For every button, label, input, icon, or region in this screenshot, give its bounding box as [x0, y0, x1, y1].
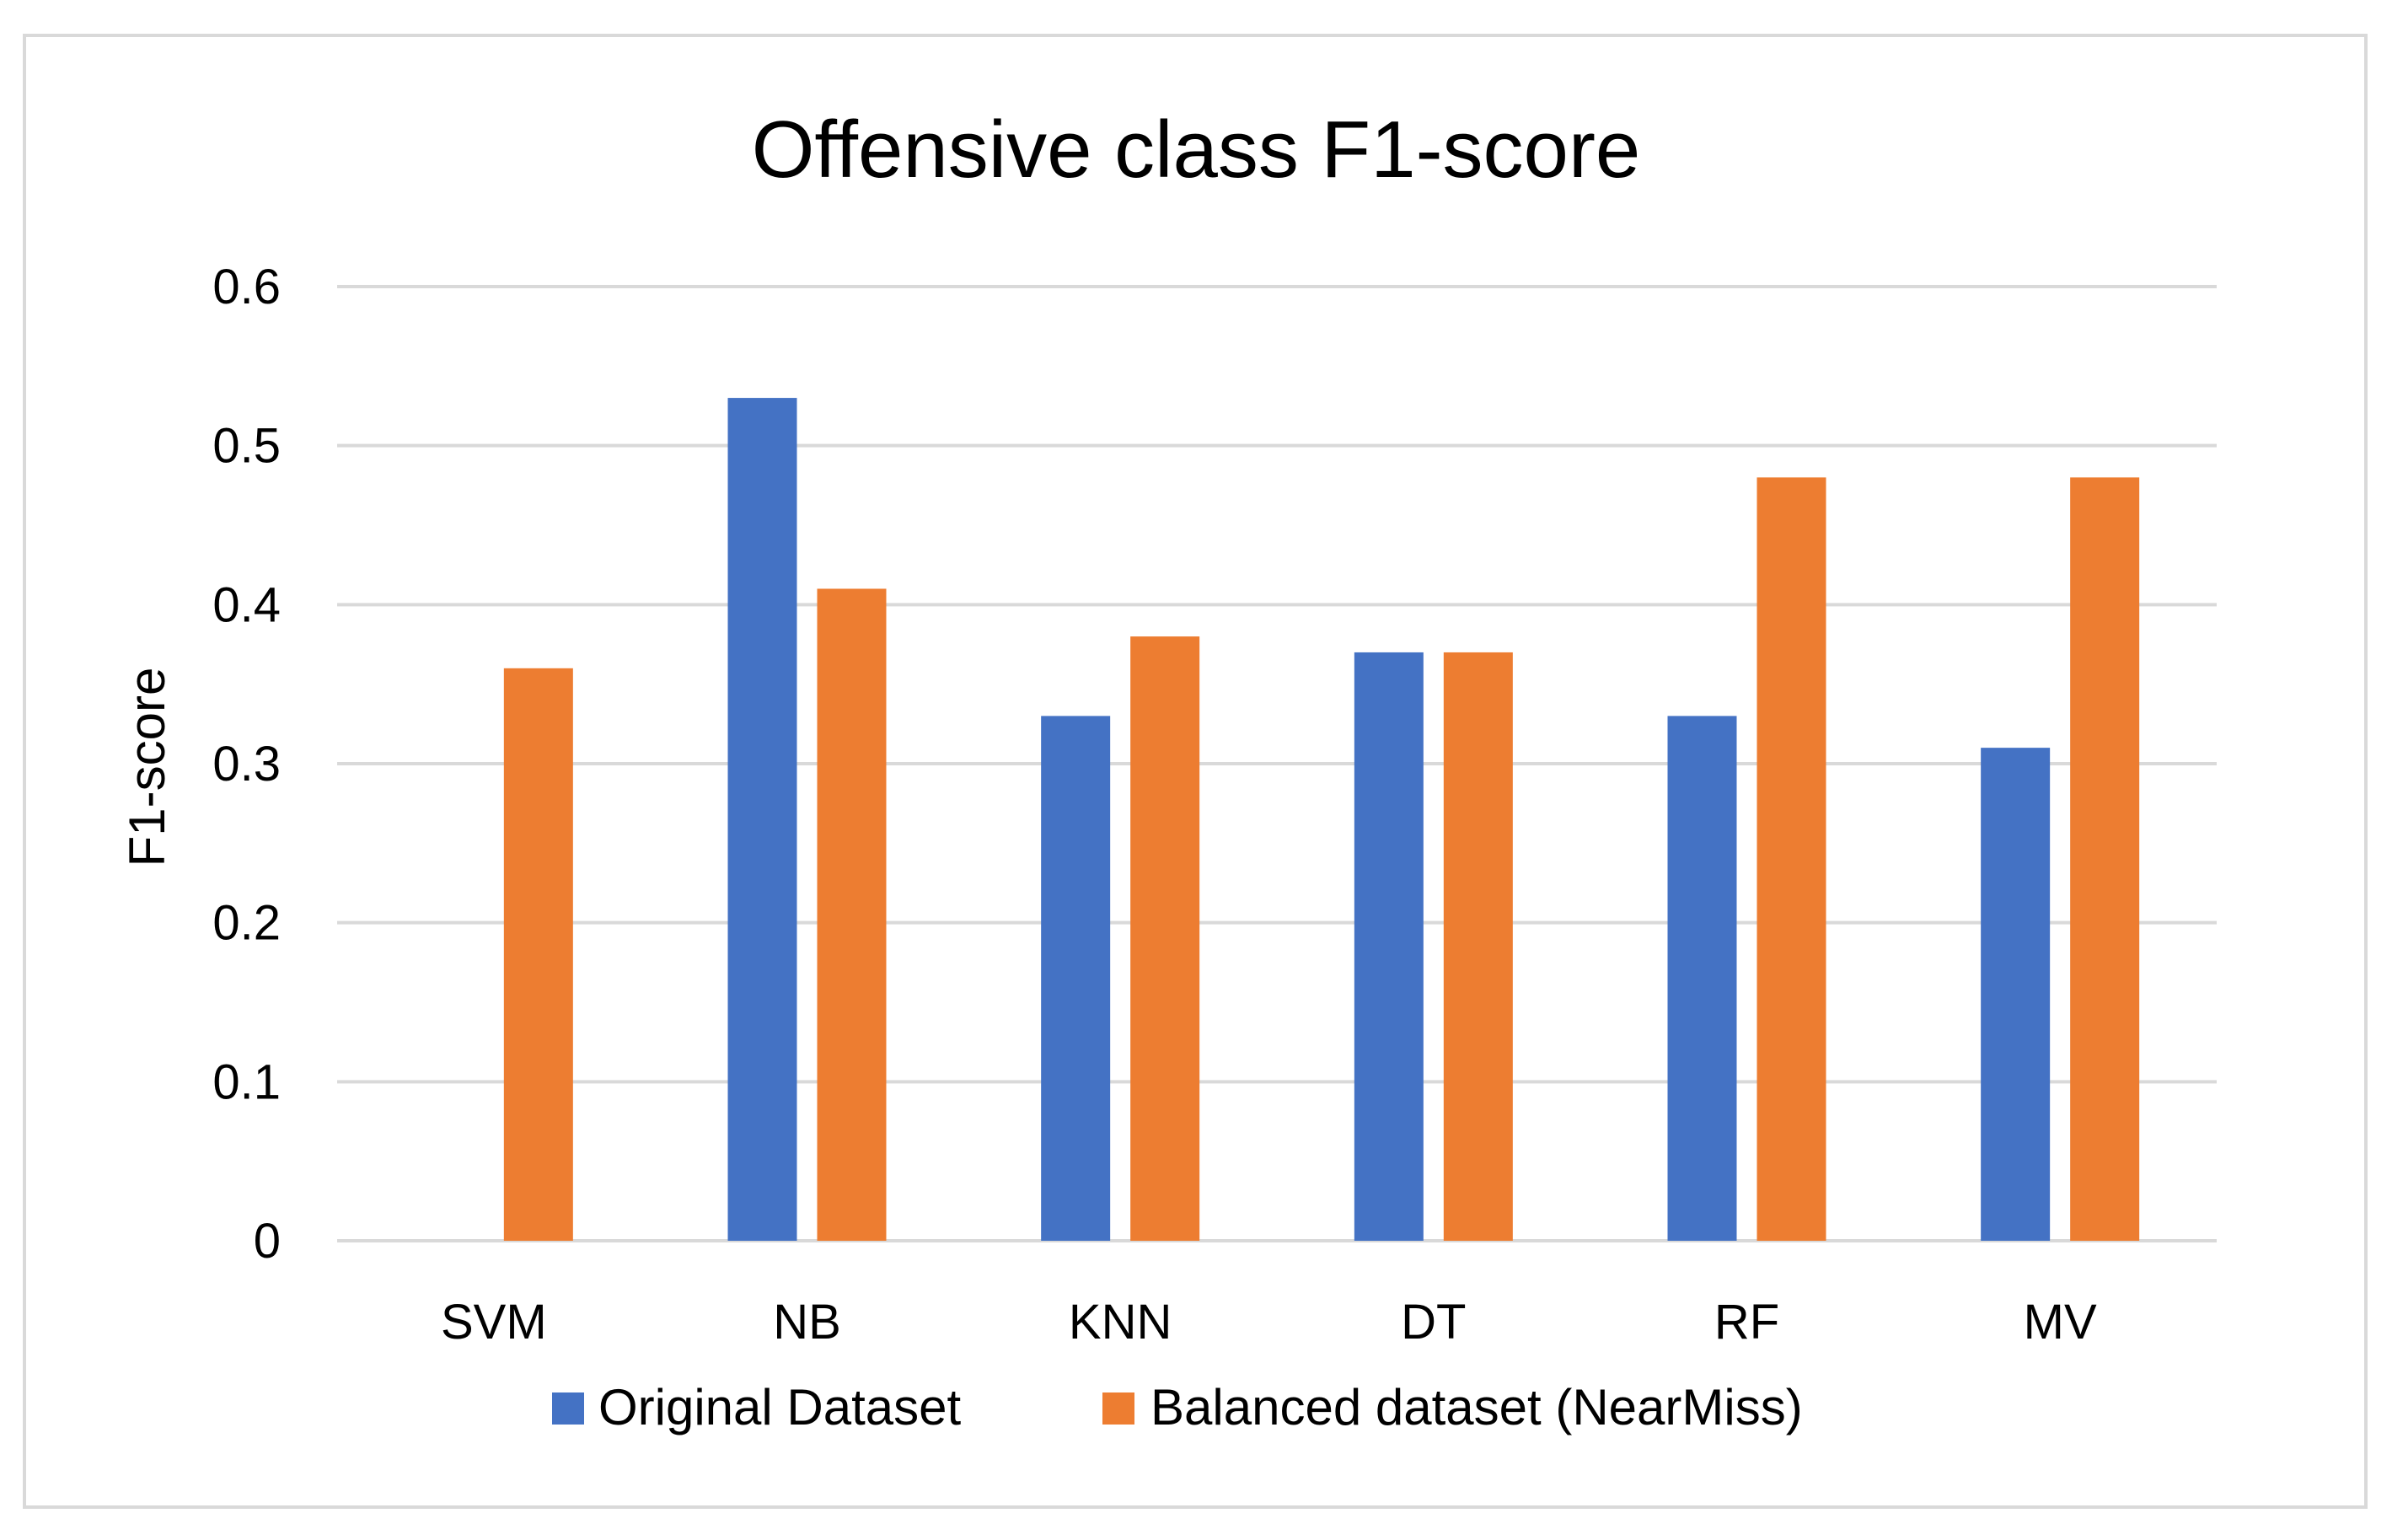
chart-title: Offensive class F1-score	[752, 105, 1641, 195]
y-axis-ticks: 0 0.1 0.2 0.3 0.4 0.5 0.6	[212, 260, 281, 1269]
bar-dt-series-0	[1354, 652, 1424, 1241]
x-tick-label-svm: SVM	[441, 1295, 547, 1350]
bar-knn-series-1	[1130, 636, 1200, 1241]
x-tick-label-dt: DT	[1401, 1295, 1466, 1350]
bar-nb-series-0	[727, 398, 797, 1242]
legend-swatch-balanced-dataset	[1102, 1392, 1134, 1425]
y-tick-label: 0.4	[212, 577, 281, 632]
x-tick-label-rf: RF	[1714, 1295, 1779, 1350]
y-tick-label: 0.5	[212, 419, 281, 474]
bar-mv-series-0	[1981, 748, 2051, 1241]
bar-knn-series-0	[1041, 716, 1111, 1241]
gridlines	[337, 285, 2217, 1242]
y-tick-label: 0.2	[212, 896, 281, 951]
y-tick-label: 0.3	[212, 737, 281, 791]
bar-dt-series-1	[1443, 652, 1513, 1241]
y-axis-title: F1-score	[119, 668, 175, 867]
bar-nb-series-1	[817, 588, 887, 1241]
x-axis-ticks: SVM NB KNN DT RF MV	[441, 1295, 2097, 1350]
legend-label-original-dataset: Original Dataset	[598, 1379, 962, 1435]
bars	[503, 398, 2140, 1242]
y-tick-label: 0.6	[212, 260, 281, 314]
legend: Original Dataset Balanced dataset (NearM…	[552, 1379, 1803, 1435]
y-tick-label: 0	[254, 1214, 281, 1269]
x-tick-label-mv: MV	[2024, 1295, 2097, 1350]
legend-label-balanced-dataset: Balanced dataset (NearMiss)	[1150, 1379, 1803, 1435]
legend-swatch-original-dataset	[552, 1392, 584, 1425]
bar-rf-series-0	[1667, 716, 1737, 1241]
bar-svm-series-1	[503, 668, 573, 1241]
x-tick-label-knn: KNN	[1069, 1295, 1172, 1350]
y-tick-label: 0.1	[212, 1054, 281, 1109]
x-tick-label-nb: NB	[773, 1295, 841, 1350]
bar-mv-series-1	[2070, 477, 2140, 1241]
bar-rf-series-1	[1756, 477, 1826, 1241]
